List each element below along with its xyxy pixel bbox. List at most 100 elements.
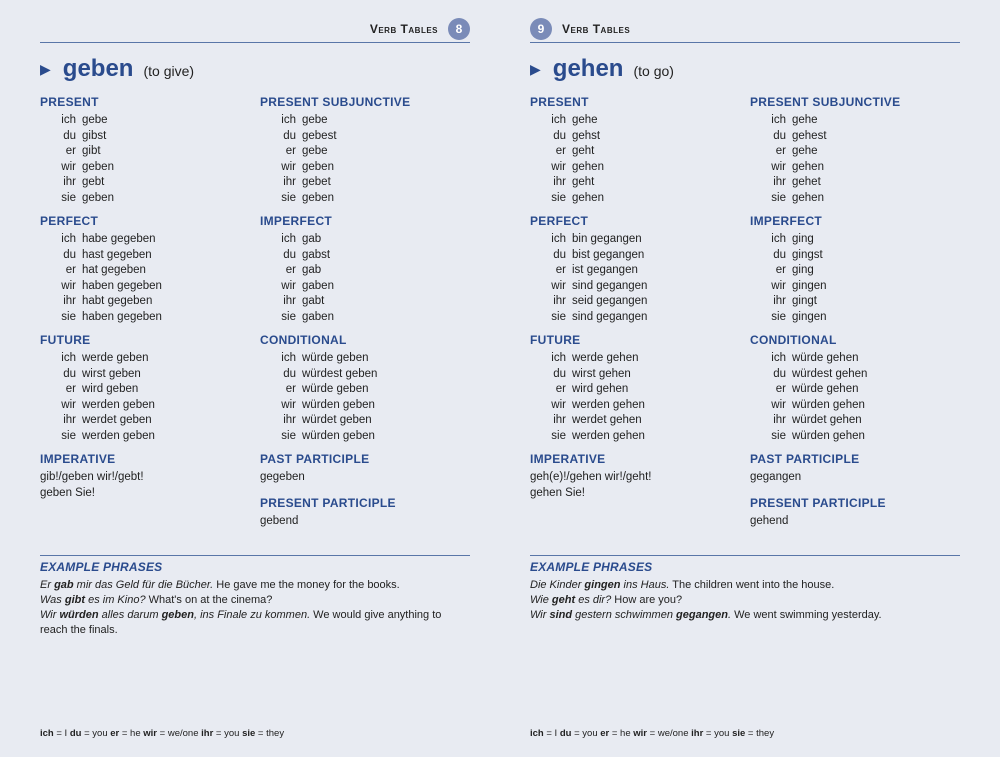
conjugation-row: siegehen [750,191,960,207]
verb-infinitive: geben [63,55,134,83]
tense-imperative: IMPERATIVE gib!/geben wir!/gebt! geben S… [40,452,250,529]
verb-form: werden geben [82,429,250,445]
verb-form: werden gehen [572,429,740,445]
verb-form: würden gehen [792,429,960,445]
conjugation-row: ihrhabt gegeben [40,294,250,310]
pronoun: sie [530,429,572,445]
verb-form: würdest gehen [792,367,960,383]
pronoun: ihr [40,175,82,191]
verb-form: gabst [302,248,470,264]
verb-form: geht [572,175,740,191]
conjugation-row: erwürde geben [260,382,470,398]
pronoun: ihr [40,294,82,310]
pronoun: ihr [530,294,572,310]
pronoun: ich [750,351,792,367]
verb-form: gehen [792,191,960,207]
conjugation-row: siesind gegangen [530,310,740,326]
pronoun: sie [750,429,792,445]
pronoun: sie [750,191,792,207]
conjugation-row: ichgehe [750,113,960,129]
example-line: Wir würden alles darum geben, ins Finale… [40,608,470,638]
pronoun: er [750,144,792,160]
conjugation-row: erwird gehen [530,382,740,398]
tense-heading: PRESENT SUBJUNCTIVE [260,95,470,109]
examples-list: Er gab mir das Geld für die Bücher. He g… [40,578,470,637]
pronoun: wir [750,279,792,295]
verb-form: gehen [572,160,740,176]
verb-form: bist gegangen [572,248,740,264]
header-label: Verb Tables [562,22,630,36]
tense-heading: PAST PARTICIPLE [260,452,470,466]
conjugation-row: erging [750,263,960,279]
verb-form: werden geben [82,398,250,414]
pronoun: ich [40,351,82,367]
pronoun: sie [750,310,792,326]
pronoun: du [530,367,572,383]
verb-form: gebest [302,129,470,145]
past-participle: gegangen [750,470,960,486]
tense-future: FUTUREichwerde gebenduwirst gebenerwird … [40,333,250,444]
verb-translation: (to go) [633,63,673,79]
conjugation-row: duwirst geben [40,367,250,383]
pronoun: er [530,144,572,160]
verb-form: hat gegeben [82,263,250,279]
verb-title: ▶ geben (to give) [40,55,470,83]
verb-form: würde geben [302,351,470,367]
verb-form: würden gehen [792,398,960,414]
verb-form: ging [792,232,960,248]
conjugation-row: siegehen [530,191,740,207]
conjugation-row: ergibt [40,144,250,160]
verb-form: gebe [302,113,470,129]
tense-imperfect: IMPERFECTichgabdugabstergabwirgabenihrga… [260,214,470,325]
conjugation-row: siegaben [260,310,470,326]
play-triangle-icon: ▶ [40,61,51,78]
verb-form: sind gegangen [572,310,740,326]
conjugation-row: dugabst [260,248,470,264]
conjugation-row: siewerden gehen [530,429,740,445]
verb-form: geben [302,191,470,207]
tense-heading: PERFECT [40,214,250,228]
conjugation-row: siewürden geben [260,429,470,445]
conjugation-row: ichging [750,232,960,248]
conjugation-row: ihrwerdet gehen [530,413,740,429]
play-triangle-icon: ▶ [530,61,541,78]
example-line: Er gab mir das Geld für die Bücher. He g… [40,578,470,593]
pronoun: ich [260,113,302,129]
pronoun: wir [530,160,572,176]
conjugation-row: duwirst gehen [530,367,740,383]
tense-heading: FUTURE [530,333,740,347]
conjugation-row: duwürdest gehen [750,367,960,383]
page-right: 9 Verb Tables ▶ gehen (to go) PRESENTich… [530,18,960,739]
conjugation-row: wirgehen [750,160,960,176]
verb-form: sind gegangen [572,279,740,295]
pronoun: sie [40,429,82,445]
pronoun: du [750,129,792,145]
pronoun: du [40,248,82,264]
verb-form: werden gehen [572,398,740,414]
conjugation-row: ichwürde gehen [750,351,960,367]
verb-form: gehe [792,144,960,160]
verb-form: gebe [302,144,470,160]
tense-heading: FUTURE [40,333,250,347]
conjugation-row: siegeben [260,191,470,207]
conjugation-row: ihrgeht [530,175,740,191]
pronoun: sie [260,310,302,326]
pronoun: ihr [260,413,302,429]
verb-form: gabt [302,294,470,310]
pronoun-key-footnote: ich = I du = you er = he wir = we/one ih… [530,714,960,739]
pronoun: wir [260,398,302,414]
pronoun: er [530,382,572,398]
pronoun: wir [530,279,572,295]
conjugation-row: erwird geben [40,382,250,398]
pronoun: ihr [750,413,792,429]
conjugation-row: duhast gegeben [40,248,250,264]
example-line: Was gibt es im Kino? What's on at the ci… [40,593,470,608]
header-row: 9 Verb Tables [530,18,960,43]
conjugation-row: wirgeben [40,160,250,176]
pronoun: er [260,263,302,279]
conjugation-row: ichwerde gehen [530,351,740,367]
conjugation-row: ergeht [530,144,740,160]
tense-imperative: IMPERATIVE geh(e)!/gehen wir!/geht! gehe… [530,452,740,529]
verb-form: gebet [302,175,470,191]
pronoun: er [530,263,572,279]
